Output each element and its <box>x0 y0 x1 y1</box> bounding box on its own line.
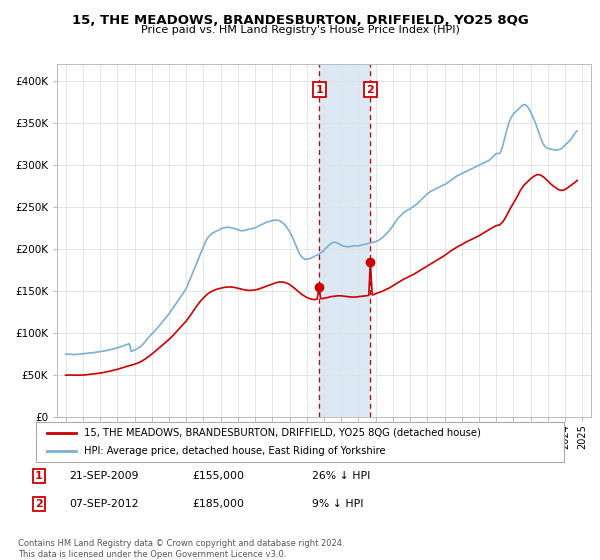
Text: 2: 2 <box>35 499 43 509</box>
Text: 21-SEP-2009: 21-SEP-2009 <box>69 471 139 481</box>
Text: £185,000: £185,000 <box>192 499 244 509</box>
Bar <box>319 64 370 417</box>
Text: 1: 1 <box>35 471 43 481</box>
Text: Contains HM Land Registry data © Crown copyright and database right 2024.
This d: Contains HM Land Registry data © Crown c… <box>18 539 344 559</box>
Text: 9% ↓ HPI: 9% ↓ HPI <box>312 499 364 509</box>
Text: Price paid vs. HM Land Registry's House Price Index (HPI): Price paid vs. HM Land Registry's House … <box>140 25 460 35</box>
Text: 07-SEP-2012: 07-SEP-2012 <box>69 499 139 509</box>
Text: HPI: Average price, detached house, East Riding of Yorkshire: HPI: Average price, detached house, East… <box>83 446 385 456</box>
Text: 1: 1 <box>316 85 323 95</box>
Text: 2: 2 <box>367 85 374 95</box>
Text: £155,000: £155,000 <box>192 471 244 481</box>
Text: 26% ↓ HPI: 26% ↓ HPI <box>312 471 370 481</box>
Text: 15, THE MEADOWS, BRANDESBURTON, DRIFFIELD, YO25 8QG: 15, THE MEADOWS, BRANDESBURTON, DRIFFIEL… <box>71 14 529 27</box>
Text: 15, THE MEADOWS, BRANDESBURTON, DRIFFIELD, YO25 8QG (detached house): 15, THE MEADOWS, BRANDESBURTON, DRIFFIEL… <box>83 428 481 438</box>
